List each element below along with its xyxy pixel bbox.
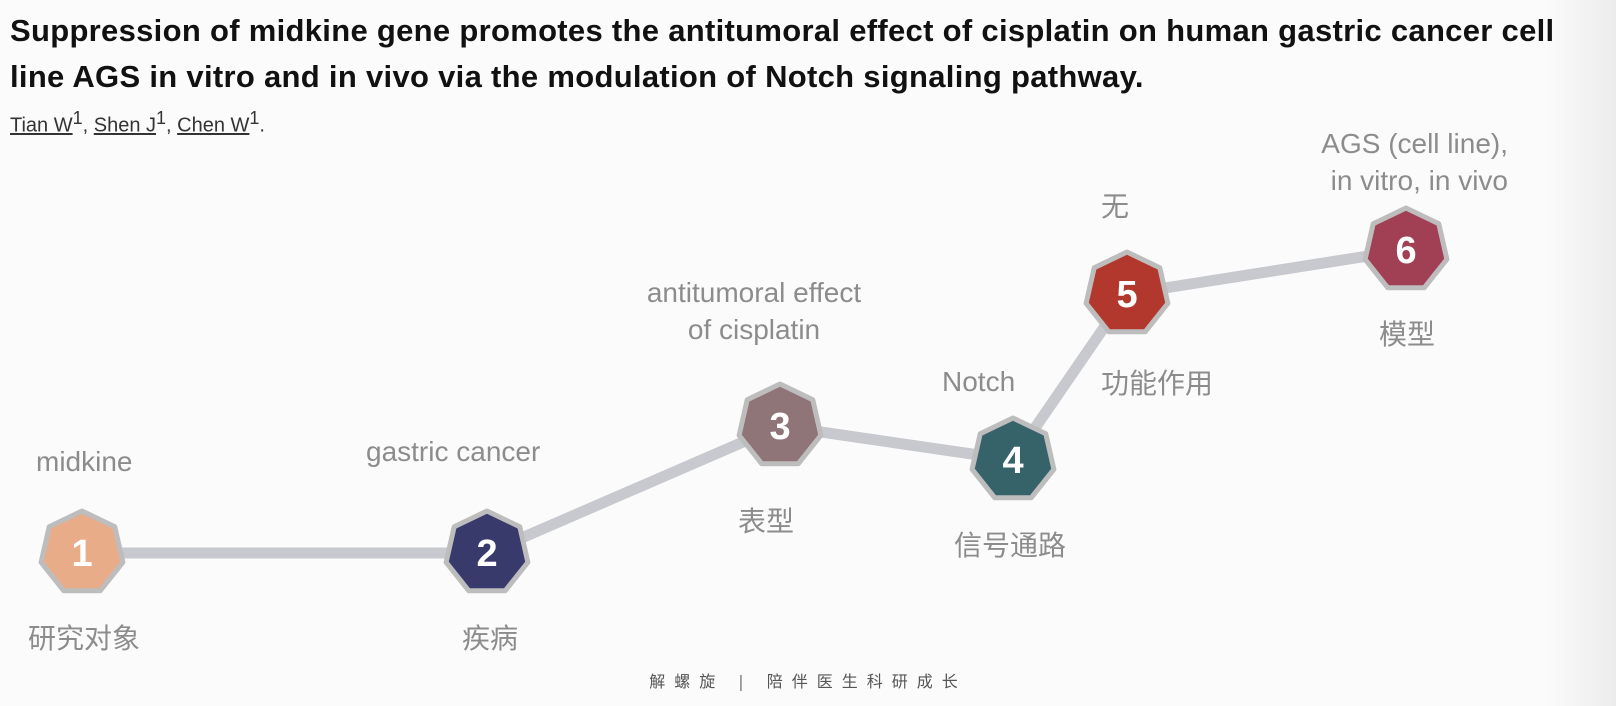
step-6-term: AGS (cell line), in vitro, in vivo: [1321, 128, 1508, 196]
step-6-category: 模型: [1379, 319, 1436, 350]
step-node-4: 4: [969, 415, 1057, 501]
heptagon-node-shape: [1083, 249, 1171, 335]
footer-separator: |: [738, 672, 753, 691]
connector-2-3: [481, 420, 786, 559]
step-node-1: 1: [38, 508, 126, 594]
author-affiliation: 1: [72, 108, 83, 128]
step-5-category: 功能作用: [1101, 368, 1214, 399]
footer-slogan: 陪伴医生科研成长: [766, 672, 967, 691]
step-2-category: 疾病: [462, 623, 519, 654]
connector-5-6: [1121, 244, 1412, 300]
step-4-term: Notch: [942, 366, 1016, 397]
footer-brand: 解螺旋: [649, 672, 725, 691]
step-1-category: 研究对象: [28, 623, 141, 654]
footer-watermark: 解螺旋 | 陪伴医生科研成长: [0, 668, 1616, 692]
author-link[interactable]: Chen W: [177, 114, 250, 137]
heptagon-node-shape: [38, 508, 126, 594]
author-list: Tian W1, Shen J1, Chen W1.: [10, 108, 265, 138]
author-link[interactable]: Tian W: [10, 114, 73, 137]
step-number: 2: [476, 533, 497, 575]
paper-title: Suppression of midkine gene promotes the…: [10, 13, 1555, 94]
step-number: 5: [1116, 274, 1137, 316]
step-1-term: midkine: [36, 446, 133, 477]
step-node-6: 6: [1362, 205, 1450, 291]
page-edge-shading: [1546, 0, 1616, 706]
step-5-term: 无: [1101, 191, 1130, 222]
author-affiliation: 1: [249, 108, 260, 128]
step-number: 6: [1395, 230, 1416, 272]
heptagon-node-shape: [736, 381, 824, 467]
heptagon-node-shape: [443, 508, 531, 594]
step-node-2: 2: [443, 508, 531, 594]
author-separator: ,: [166, 114, 178, 137]
step-3-term: antitumoral effect of cisplatin: [646, 277, 862, 345]
step-number: 1: [71, 533, 92, 575]
step-3-category: 表型: [738, 506, 795, 537]
author-separator: .: [259, 114, 265, 137]
heptagon-node-shape: [1362, 205, 1450, 291]
step-4-category: 信号通路: [954, 530, 1067, 561]
step-number: 3: [769, 406, 790, 448]
step-node-3: 3: [736, 381, 824, 467]
step-2-term: gastric cancer: [366, 436, 541, 467]
author-link[interactable]: Shen J: [93, 114, 157, 137]
author-affiliation: 1: [156, 108, 167, 128]
step-node-5: 5: [1083, 249, 1171, 335]
step-number: 4: [1002, 440, 1023, 482]
author-separator: ,: [82, 114, 94, 137]
heptagon-node-shape: [969, 415, 1057, 501]
